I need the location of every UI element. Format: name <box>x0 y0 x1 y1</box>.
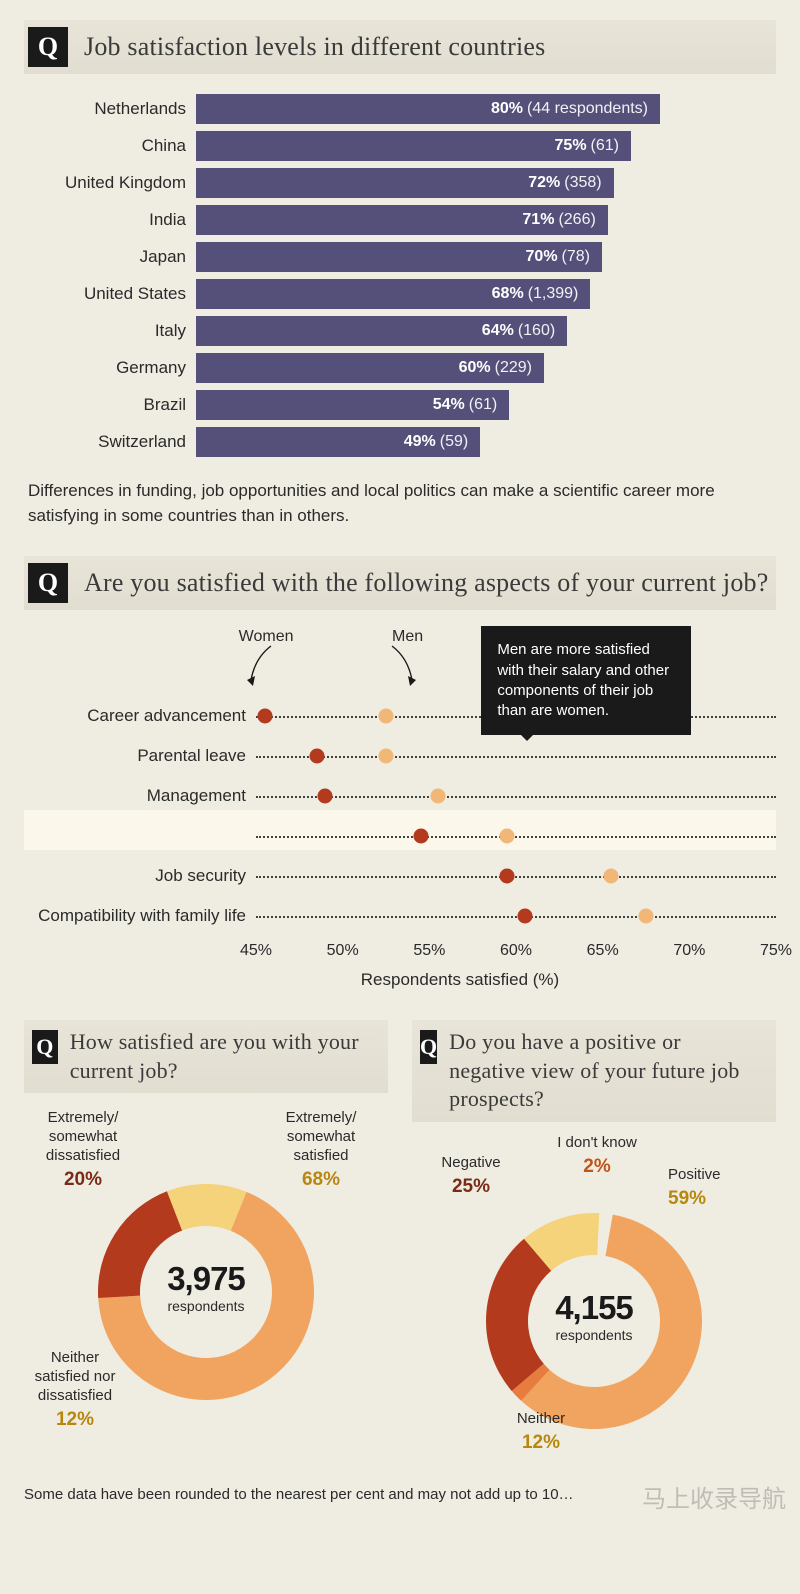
dotplot-row: Parental leave <box>24 736 776 776</box>
dot-women <box>517 909 532 924</box>
dotplot-label: Compatibility with family life <box>24 906 256 926</box>
bar-fill: 75%(61) <box>196 131 631 161</box>
bar-row: Switzerland49%(59) <box>24 425 776 459</box>
dot-men <box>604 869 619 884</box>
section3-right-header: Q Do you have a positive or negative vie… <box>412 1020 776 1122</box>
dotplot-axis-label: Respondents satisfied (%) <box>144 970 776 990</box>
legend-women: Women <box>239 628 294 646</box>
donut-center: 3,975respondents <box>167 1260 245 1314</box>
bar-row: United States68%(1,399) <box>24 277 776 311</box>
bar-fill: 71%(266) <box>196 205 608 235</box>
donut-label-negative: Negative25% <box>406 1154 536 1199</box>
bar-label: Switzerland <box>24 432 196 452</box>
legend-men: Men <box>392 628 423 646</box>
bar-row: Japan70%(78) <box>24 240 776 274</box>
bar-label: Germany <box>24 358 196 378</box>
dot-men <box>500 829 515 844</box>
donut-left: 3,975respondentsExtremely/somewhatsatisf… <box>24 1133 388 1443</box>
section3-left-title: How satisfied are you with your current … <box>70 1028 382 1085</box>
bar-label: Japan <box>24 247 196 267</box>
donut-label-dissatisfied: Extremely/somewhatdissatisfied20% <box>18 1109 148 1191</box>
dot-women <box>413 829 428 844</box>
bar-row: Brazil54%(61) <box>24 388 776 422</box>
dotplot-row: Job security <box>24 856 776 896</box>
dotplot-tick: 45% <box>240 942 272 960</box>
bar-label: China <box>24 136 196 156</box>
bar-row: China75%(61) <box>24 129 776 163</box>
dotplot-callout: Men are more satisfied with their salary… <box>481 626 691 735</box>
section3-left-header: Q How satisfied are you with your curren… <box>24 1020 388 1093</box>
q-badge: Q <box>28 27 68 67</box>
dot-women <box>257 709 272 724</box>
donut-row: Q How satisfied are you with your curren… <box>24 1020 776 1472</box>
dot-men <box>639 909 654 924</box>
bar-label: United Kingdom <box>24 173 196 193</box>
donut-col-right: Q Do you have a positive or negative vie… <box>412 1020 776 1472</box>
bar-row: Italy64%(160) <box>24 314 776 348</box>
section2-header: Q Are you satisfied with the following a… <box>24 556 776 610</box>
bar-label: India <box>24 210 196 230</box>
donut-center: 4,155respondents <box>555 1289 633 1343</box>
bar-row: India71%(266) <box>24 203 776 237</box>
dotplot-tick: 55% <box>413 942 445 960</box>
dotplot-label: Parental leave <box>24 746 256 766</box>
section1-header: Q Job satisfaction levels in different c… <box>24 20 776 74</box>
bar-fill: 54%(61) <box>196 390 509 420</box>
dot-plot: Women Men Career advancement Parental leave… <box>24 628 776 990</box>
bar-row: Netherlands80%(44 respondents) <box>24 92 776 126</box>
dot-women <box>500 869 515 884</box>
dotplot-tick: 60% <box>500 942 532 960</box>
bar-fill: 60%(229) <box>196 353 544 383</box>
q-badge: Q <box>420 1030 437 1064</box>
bar-label: United States <box>24 284 196 304</box>
dotplot-tick: 70% <box>673 942 705 960</box>
section1-caption: Differences in funding, job opportunitie… <box>28 479 772 528</box>
bar-fill: 80%(44 respondents) <box>196 94 660 124</box>
bar-fill: 68%(1,399) <box>196 279 590 309</box>
dot-women <box>318 789 333 804</box>
dotplot-label: Career advancement <box>24 706 256 726</box>
bar-fill: 64%(160) <box>196 316 567 346</box>
dotplot-tick: 75% <box>760 942 792 960</box>
dotplot-tick: 50% <box>327 942 359 960</box>
footnote: Some data have been rounded to the neare… <box>24 1486 776 1503</box>
donut-label-positive: Positive59% <box>668 1166 798 1211</box>
bar-fill: 49%(59) <box>196 427 480 457</box>
donut-label-satisfied: Extremely/somewhatsatisfied68% <box>256 1109 386 1191</box>
bar-row: United Kingdom72%(358) <box>24 166 776 200</box>
dot-men <box>379 749 394 764</box>
section3-right-title: Do you have a positive or negative view … <box>449 1028 770 1114</box>
dotplot-label: Job security <box>24 866 256 886</box>
section2-title: Are you satisfied with the following asp… <box>84 568 769 598</box>
bar-fill: 70%(78) <box>196 242 602 272</box>
dot-women <box>309 749 324 764</box>
q-badge: Q <box>32 1030 58 1064</box>
bar-label: Italy <box>24 321 196 341</box>
section1-title: Job satisfaction levels in different cou… <box>84 32 545 62</box>
donut-label-neither: Neither12% <box>476 1410 606 1455</box>
dotplot-label: Management <box>24 786 256 806</box>
bar-label: Brazil <box>24 395 196 415</box>
bar-row: Germany60%(229) <box>24 351 776 385</box>
donut-right: 马上收录导航 4,155respondentsPositive59%I don'… <box>412 1162 776 1472</box>
bar-label: Netherlands <box>24 99 196 119</box>
bar-chart: Netherlands80%(44 respondents)China75%(6… <box>24 92 776 459</box>
q-badge: Q <box>28 563 68 603</box>
donut-label-neither: Neithersatisfied nordissatisfied12% <box>10 1349 140 1431</box>
dotplot-row: Compatibility with family life <box>24 896 776 936</box>
dot-men <box>379 709 394 724</box>
dot-men <box>431 789 446 804</box>
donut-col-left: Q How satisfied are you with your curren… <box>24 1020 388 1472</box>
dotplot-tick: 65% <box>587 942 619 960</box>
bar-fill: 72%(358) <box>196 168 614 198</box>
donut-label-dontknow: I don't know2% <box>532 1134 662 1179</box>
